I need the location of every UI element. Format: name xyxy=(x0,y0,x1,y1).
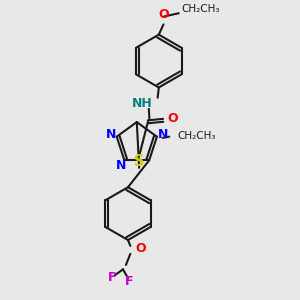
Text: O: O xyxy=(136,242,146,255)
Text: N: N xyxy=(158,128,168,141)
Text: O: O xyxy=(159,8,170,22)
Text: NH: NH xyxy=(132,97,152,110)
Text: S: S xyxy=(134,154,144,169)
Text: F: F xyxy=(125,275,134,288)
Text: N: N xyxy=(116,159,126,172)
Text: CH₂CH₃: CH₂CH₃ xyxy=(182,4,220,14)
Text: CH₂CH₃: CH₂CH₃ xyxy=(177,131,216,141)
Text: N: N xyxy=(105,128,116,141)
Text: F: F xyxy=(108,271,116,284)
Text: O: O xyxy=(168,112,178,125)
